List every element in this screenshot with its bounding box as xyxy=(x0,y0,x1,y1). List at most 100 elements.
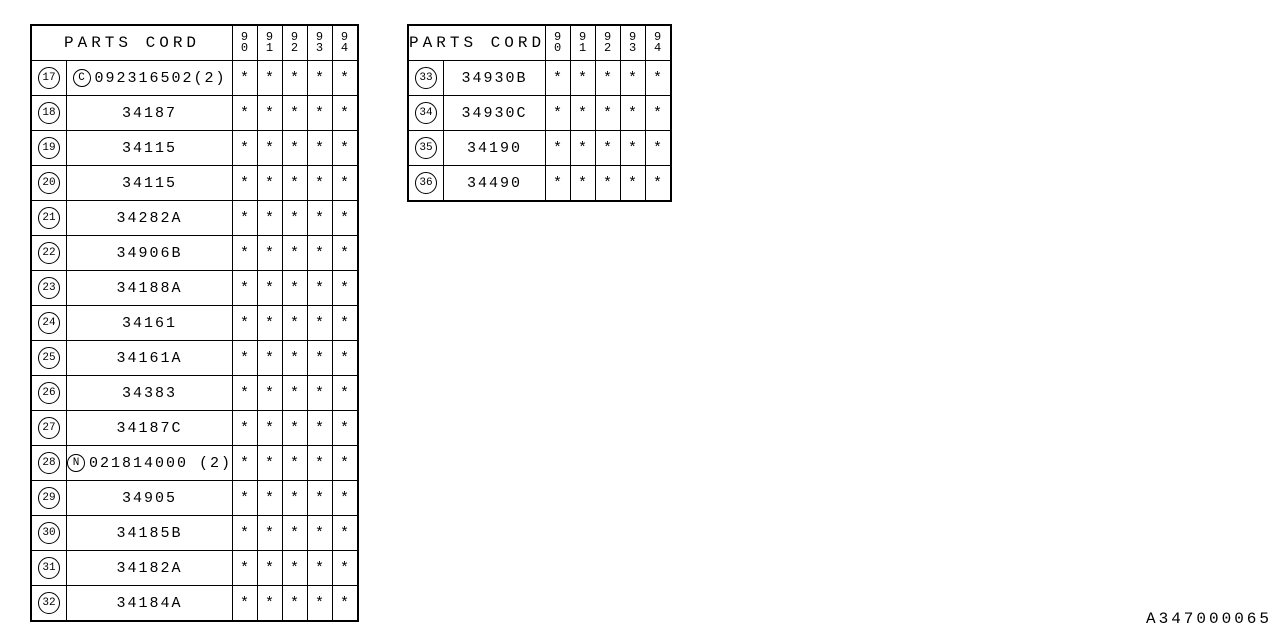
year-mark: * xyxy=(283,411,308,446)
year-mark: * xyxy=(308,131,333,166)
year-mark: * xyxy=(258,271,283,306)
year-mark: * xyxy=(333,236,359,271)
row-index-cell: 22 xyxy=(31,236,67,271)
table-row: 17C092316502(2)***** xyxy=(31,61,358,96)
year-mark: * xyxy=(258,411,283,446)
year-mark: * xyxy=(258,516,283,551)
year-mark: * xyxy=(546,166,571,202)
year-mark: * xyxy=(233,481,258,516)
part-code: 34188A xyxy=(117,280,183,297)
row-index-cell: 28 xyxy=(31,446,67,481)
year-mark: * xyxy=(233,201,258,236)
index-badge: 31 xyxy=(38,557,60,579)
header-year: 91 xyxy=(571,25,596,61)
index-badge: 21 xyxy=(38,207,60,229)
table-row: 2034115***** xyxy=(31,166,358,201)
part-code: 092316502(2) xyxy=(95,70,227,87)
part-code-cell: 34182A xyxy=(67,551,233,586)
part-code-cell: 34930C xyxy=(444,96,546,131)
year-mark: * xyxy=(333,341,359,376)
part-code-cell: 34115 xyxy=(67,131,233,166)
part-code-cell: 34161A xyxy=(67,341,233,376)
year-mark: * xyxy=(596,61,621,96)
year-mark: * xyxy=(308,516,333,551)
year-mark: * xyxy=(308,376,333,411)
index-badge: 36 xyxy=(415,172,437,194)
prefix-badge: C xyxy=(73,69,91,87)
part-code-cell: 34490 xyxy=(444,166,546,202)
year-mark: * xyxy=(308,61,333,96)
year-mark: * xyxy=(308,586,333,622)
year-mark: * xyxy=(283,131,308,166)
year-mark: * xyxy=(596,131,621,166)
year-mark: * xyxy=(258,236,283,271)
header-year: 94 xyxy=(333,25,359,61)
index-badge: 32 xyxy=(38,592,60,614)
row-index-cell: 36 xyxy=(408,166,444,202)
index-badge: 34 xyxy=(415,102,437,124)
year-mark: * xyxy=(333,166,359,201)
year-mark: * xyxy=(233,131,258,166)
table-row: 3634490***** xyxy=(408,166,671,202)
part-code-cell: 34282A xyxy=(67,201,233,236)
year-mark: * xyxy=(596,96,621,131)
table-row: 2634383***** xyxy=(31,376,358,411)
row-index-cell: 21 xyxy=(31,201,67,236)
table-row: 2534161A***** xyxy=(31,341,358,376)
year-mark: * xyxy=(546,96,571,131)
header-year: 92 xyxy=(283,25,308,61)
part-code-cell: 34930B xyxy=(444,61,546,96)
year-mark: * xyxy=(283,166,308,201)
year-mark: * xyxy=(283,516,308,551)
year-mark: * xyxy=(308,306,333,341)
year-mark: * xyxy=(308,271,333,306)
part-code-cell: 34905 xyxy=(67,481,233,516)
part-code: 34115 xyxy=(122,175,177,192)
footer-code: A347000065 xyxy=(1146,610,1272,628)
part-code: 34161 xyxy=(122,315,177,332)
part-code: 34184A xyxy=(117,595,183,612)
table-row: 2734187C***** xyxy=(31,411,358,446)
year-mark: * xyxy=(283,586,308,622)
row-index-cell: 27 xyxy=(31,411,67,446)
row-index-cell: 19 xyxy=(31,131,67,166)
year-mark: * xyxy=(308,166,333,201)
year-mark: * xyxy=(333,131,359,166)
year-mark: * xyxy=(571,166,596,202)
index-badge: 35 xyxy=(415,137,437,159)
header-year: 91 xyxy=(258,25,283,61)
index-badge: 23 xyxy=(38,277,60,299)
year-mark: * xyxy=(283,201,308,236)
row-index-cell: 32 xyxy=(31,586,67,622)
year-mark: * xyxy=(308,446,333,481)
part-code-cell: 34383 xyxy=(67,376,233,411)
year-mark: * xyxy=(258,551,283,586)
year-mark: * xyxy=(283,481,308,516)
year-mark: * xyxy=(621,61,646,96)
row-index-cell: 23 xyxy=(31,271,67,306)
part-code-cell: 34187C xyxy=(67,411,233,446)
part-code-cell: 34190 xyxy=(444,131,546,166)
year-mark: * xyxy=(258,376,283,411)
part-code: 34115 xyxy=(122,140,177,157)
year-mark: * xyxy=(258,201,283,236)
year-mark: * xyxy=(283,376,308,411)
index-badge: 28 xyxy=(38,452,60,474)
part-code: 34185B xyxy=(117,525,183,542)
year-mark: * xyxy=(283,341,308,376)
year-mark: * xyxy=(258,131,283,166)
table-row: 2334188A***** xyxy=(31,271,358,306)
part-code-cell: 34906B xyxy=(67,236,233,271)
year-mark: * xyxy=(333,271,359,306)
year-mark: * xyxy=(283,551,308,586)
table-row: 3334930B***** xyxy=(408,61,671,96)
part-code: 34905 xyxy=(122,490,177,507)
table-row: 2434161***** xyxy=(31,306,358,341)
part-code: 34187C xyxy=(117,420,183,437)
header-year: 93 xyxy=(308,25,333,61)
row-index-cell: 26 xyxy=(31,376,67,411)
part-code: 021814000 (2) xyxy=(89,455,232,472)
year-mark: * xyxy=(333,201,359,236)
year-mark: * xyxy=(621,131,646,166)
prefix-badge: N xyxy=(67,454,85,472)
